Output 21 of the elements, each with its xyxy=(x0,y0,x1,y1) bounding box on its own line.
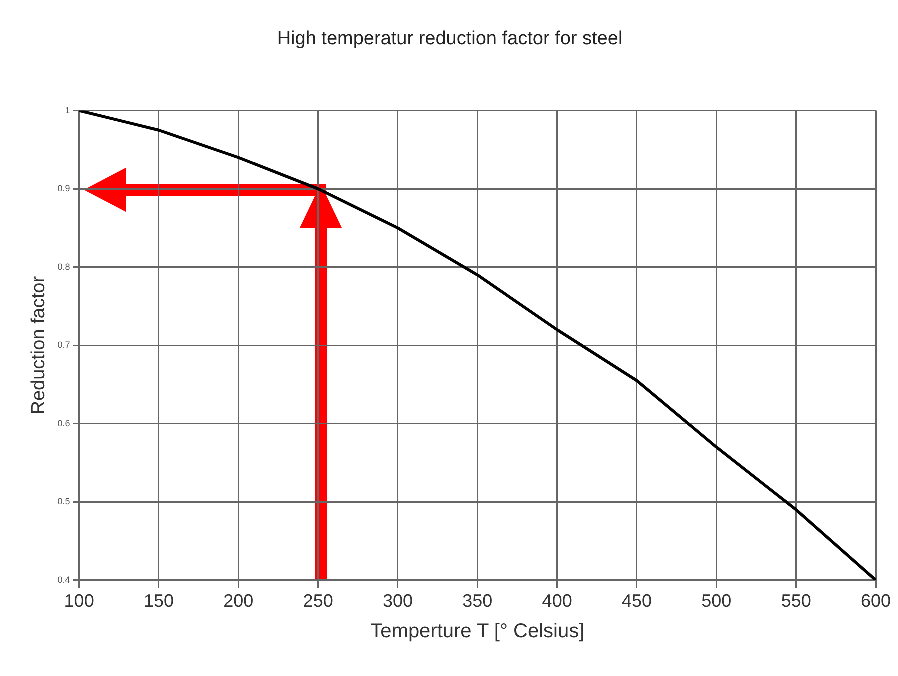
x-tick-label: 300 xyxy=(382,591,414,612)
x-tick-label: 350 xyxy=(462,591,493,612)
y-tick-label: 0.5 xyxy=(58,496,70,507)
y-tick-label: 0.7 xyxy=(58,340,70,350)
x-tick-label: 500 xyxy=(702,591,732,612)
y-tick-label: 0.8 xyxy=(58,262,70,272)
y-tick-label: 0.9 xyxy=(58,184,70,194)
x-tick-label: 400 xyxy=(542,591,572,612)
chart-title: High temperatur reduction factor for steel xyxy=(277,28,623,50)
x-tick-label: 600 xyxy=(860,591,892,612)
x-tick-label: 200 xyxy=(224,591,254,612)
x-tick-label: 150 xyxy=(144,591,174,612)
y-axis-title: Reduction factor xyxy=(28,276,50,415)
y-tick-label: 0.4 xyxy=(58,574,70,585)
y-tick-label: 0.6 xyxy=(58,418,70,428)
x-tick-label: 100 xyxy=(64,591,94,612)
x-tick-label: 450 xyxy=(622,591,652,612)
x-tick-label: 550 xyxy=(781,591,812,612)
x-tick-label: 250 xyxy=(303,591,334,612)
y-tick-label: 1 xyxy=(65,105,70,116)
x-axis-title: Temperture T [° Celsius] xyxy=(370,620,585,643)
